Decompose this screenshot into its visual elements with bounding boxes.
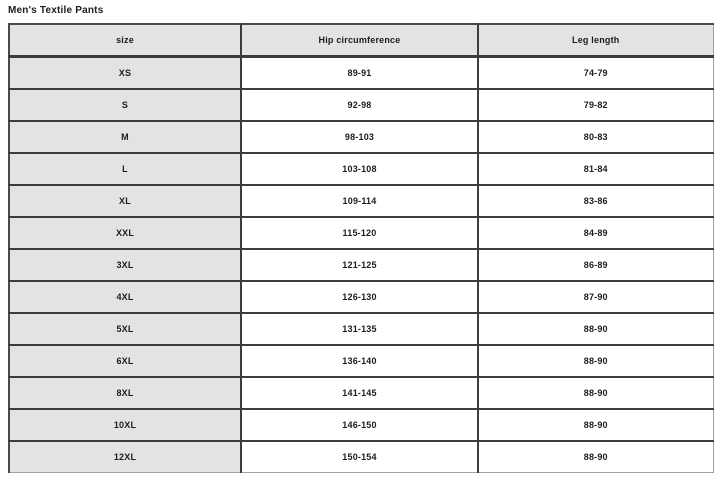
table-row: 5XL 131-135 88-90 [8,312,714,346]
hip-circumference-cell: 103-108 [240,152,479,186]
size-cell: S [8,88,242,122]
leg-length-cell: 88-90 [477,440,714,473]
hip-circumference-cell: 109-114 [240,184,479,218]
table-row: 12XL 150-154 88-90 [8,440,714,473]
hip-circumference-cell: 126-130 [240,280,479,314]
leg-length-cell: 88-90 [477,312,714,346]
hip-circumference-cell: 92-98 [240,88,479,122]
leg-length-cell: 79-82 [477,88,714,122]
leg-length-cell: 83-86 [477,184,714,218]
table-row: XS 89-91 74-79 [8,55,714,90]
table-row: 4XL 126-130 87-90 [8,280,714,314]
column-header-leg-length: Leg length [477,23,714,58]
hip-circumference-cell: 98-103 [240,120,479,154]
leg-length-cell: 87-90 [477,280,714,314]
table-row: M 98-103 80-83 [8,120,714,154]
column-header-size: size [8,23,242,58]
size-cell: 8XL [8,376,242,410]
hip-circumference-cell: 136-140 [240,344,479,378]
table-row: XL 109-114 83-86 [8,184,714,218]
size-cell: 3XL [8,248,242,282]
hip-circumference-cell: 121-125 [240,248,479,282]
leg-length-cell: 74-79 [477,55,714,90]
hip-circumference-cell: 131-135 [240,312,479,346]
table-row: 8XL 141-145 88-90 [8,376,714,410]
table-row: L 103-108 81-84 [8,152,714,186]
hip-circumference-cell: 141-145 [240,376,479,410]
table-row: 3XL 121-125 86-89 [8,248,714,282]
hip-circumference-cell: 150-154 [240,440,479,473]
column-header-hip-circumference: Hip circumference [240,23,479,58]
leg-length-cell: 81-84 [477,152,714,186]
size-cell: 4XL [8,280,242,314]
size-cell: 6XL [8,344,242,378]
size-guide-page: Men's Textile Pants size Hip circumferen… [8,5,714,473]
hip-circumference-cell: 115-120 [240,216,479,250]
size-cell: 12XL [8,440,242,473]
table-row: S 92-98 79-82 [8,88,714,122]
table-header-row: size Hip circumference Leg length [8,23,714,58]
leg-length-cell: 84-89 [477,216,714,250]
size-cell: XXL [8,216,242,250]
size-cell: 5XL [8,312,242,346]
table-row: XXL 115-120 84-89 [8,216,714,250]
table-row: 10XL 146-150 88-90 [8,408,714,442]
table-body: XS 89-91 74-79 S 92-98 79-82 M 98-103 80… [8,55,714,473]
leg-length-cell: 80-83 [477,120,714,154]
leg-length-cell: 88-90 [477,376,714,410]
size-cell: 10XL [8,408,242,442]
hip-circumference-cell: 89-91 [240,55,479,90]
leg-length-cell: 88-90 [477,408,714,442]
size-cell: XS [8,55,242,90]
hip-circumference-cell: 146-150 [240,408,479,442]
size-cell: L [8,152,242,186]
leg-length-cell: 88-90 [477,344,714,378]
table-row: 6XL 136-140 88-90 [8,344,714,378]
page-title: Men's Textile Pants [8,5,104,16]
leg-length-cell: 86-89 [477,248,714,282]
size-cell: XL [8,184,242,218]
size-table: size Hip circumference Leg length XS 89-… [8,23,714,473]
size-cell: M [8,120,242,154]
